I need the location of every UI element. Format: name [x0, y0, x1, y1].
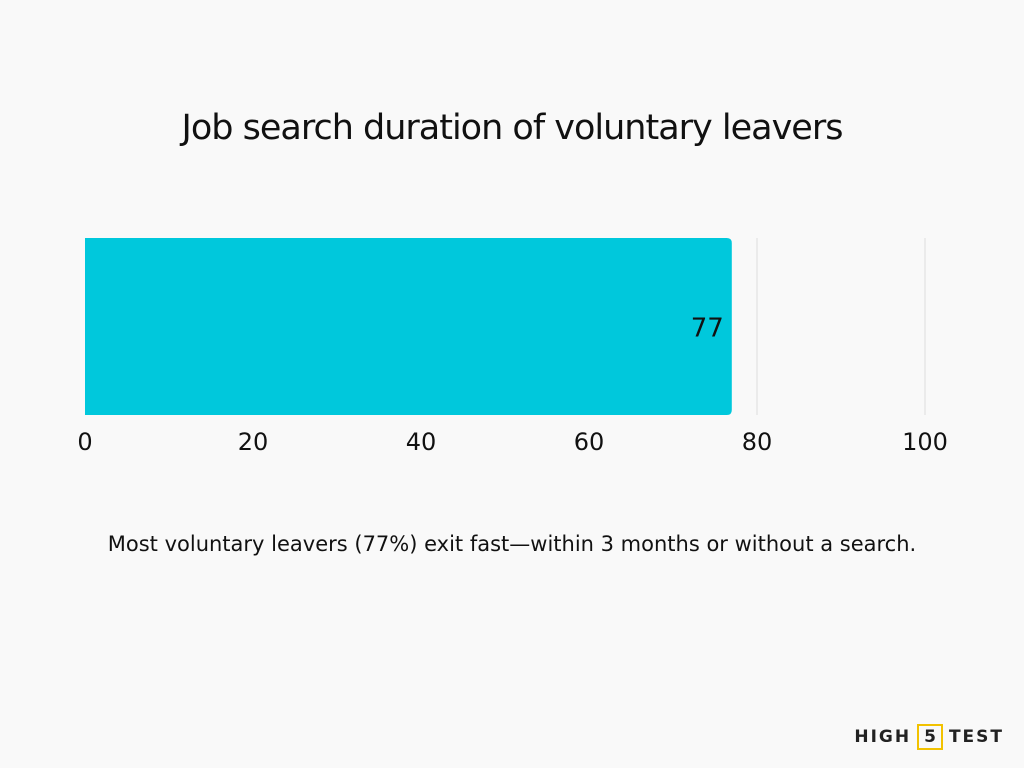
x-tick-label-40: 40: [406, 428, 437, 456]
x-tick-label-20: 20: [238, 428, 269, 456]
x-tick-label-60: 60: [574, 428, 605, 456]
x-tick-label-80: 80: [742, 428, 773, 456]
chart-title: Job search duration of voluntary leavers: [181, 108, 844, 148]
bar-value-label-0: 77: [691, 314, 724, 344]
logo-text-test: TEST: [948, 727, 1004, 747]
logo-text-five: 5: [917, 724, 943, 750]
high5test-logo: HIGH 5 TEST: [854, 724, 1004, 750]
chart-caption: Most voluntary leavers (77%) exit fast—w…: [107, 532, 917, 556]
x-tick-label-0: 0: [77, 428, 92, 456]
x-tick-label-100: 100: [902, 428, 948, 456]
bar-0: [85, 238, 732, 415]
logo-text-high: HIGH: [854, 727, 912, 747]
